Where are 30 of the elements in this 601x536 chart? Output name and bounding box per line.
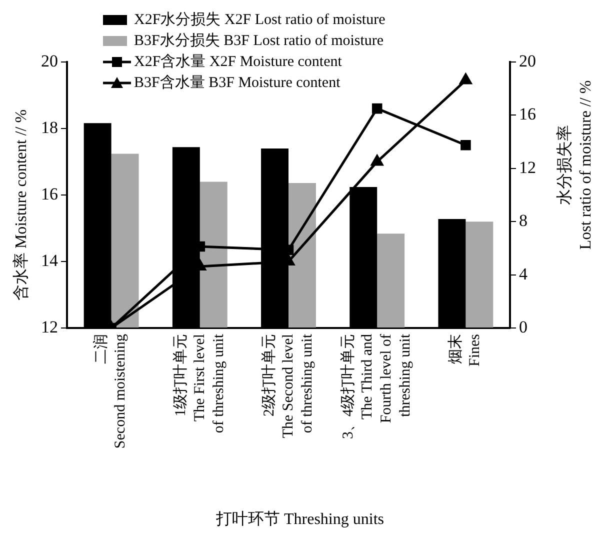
y2-tick-label: 12 (519, 158, 536, 177)
y2-axis-title: 水分损失率 Lost ratio of moisture // % (556, 80, 595, 250)
bar (288, 183, 316, 328)
y-axis-title: 含水率 Moisture content // % (12, 109, 30, 301)
y2-tick-label: 4 (519, 264, 528, 284)
y-tick-label: 18 (41, 118, 58, 137)
legend-label: B3F含水量 B3F Moisture content (134, 74, 342, 91)
legend-label: X2F水分损失 X2F Lost ratio of moisture (134, 10, 386, 28)
y2-tick-label: 8 (519, 211, 528, 230)
bar (377, 234, 405, 328)
point (372, 103, 382, 114)
legend-label: B3F水分损失 B3F Lost ratio of moisture (134, 32, 384, 49)
bar (466, 222, 494, 328)
legend-label: X2F含水量 X2F Moisture content (134, 52, 343, 70)
x-axis-title: 打叶环节 Threshing units (215, 510, 384, 528)
y-tick-label: 12 (41, 317, 58, 336)
x-tick-label: 烟末 Fines (447, 334, 484, 367)
bar (111, 154, 139, 328)
y2-tick-label: 20 (519, 51, 536, 70)
point (460, 140, 471, 150)
x-tick-label: 二润 Second moistening (92, 334, 129, 449)
y-tick-label: 16 (41, 184, 58, 204)
y2-tick-label: 0 (519, 317, 528, 336)
x-tick-label: 1级打叶单元 The First level of threshing unit (172, 333, 227, 434)
y2-tick-label: 16 (519, 104, 536, 124)
point (371, 155, 384, 166)
point (460, 74, 472, 84)
bar (200, 182, 228, 328)
y-tick-label: 14 (41, 250, 58, 270)
y-tick-label: 20 (41, 51, 58, 70)
